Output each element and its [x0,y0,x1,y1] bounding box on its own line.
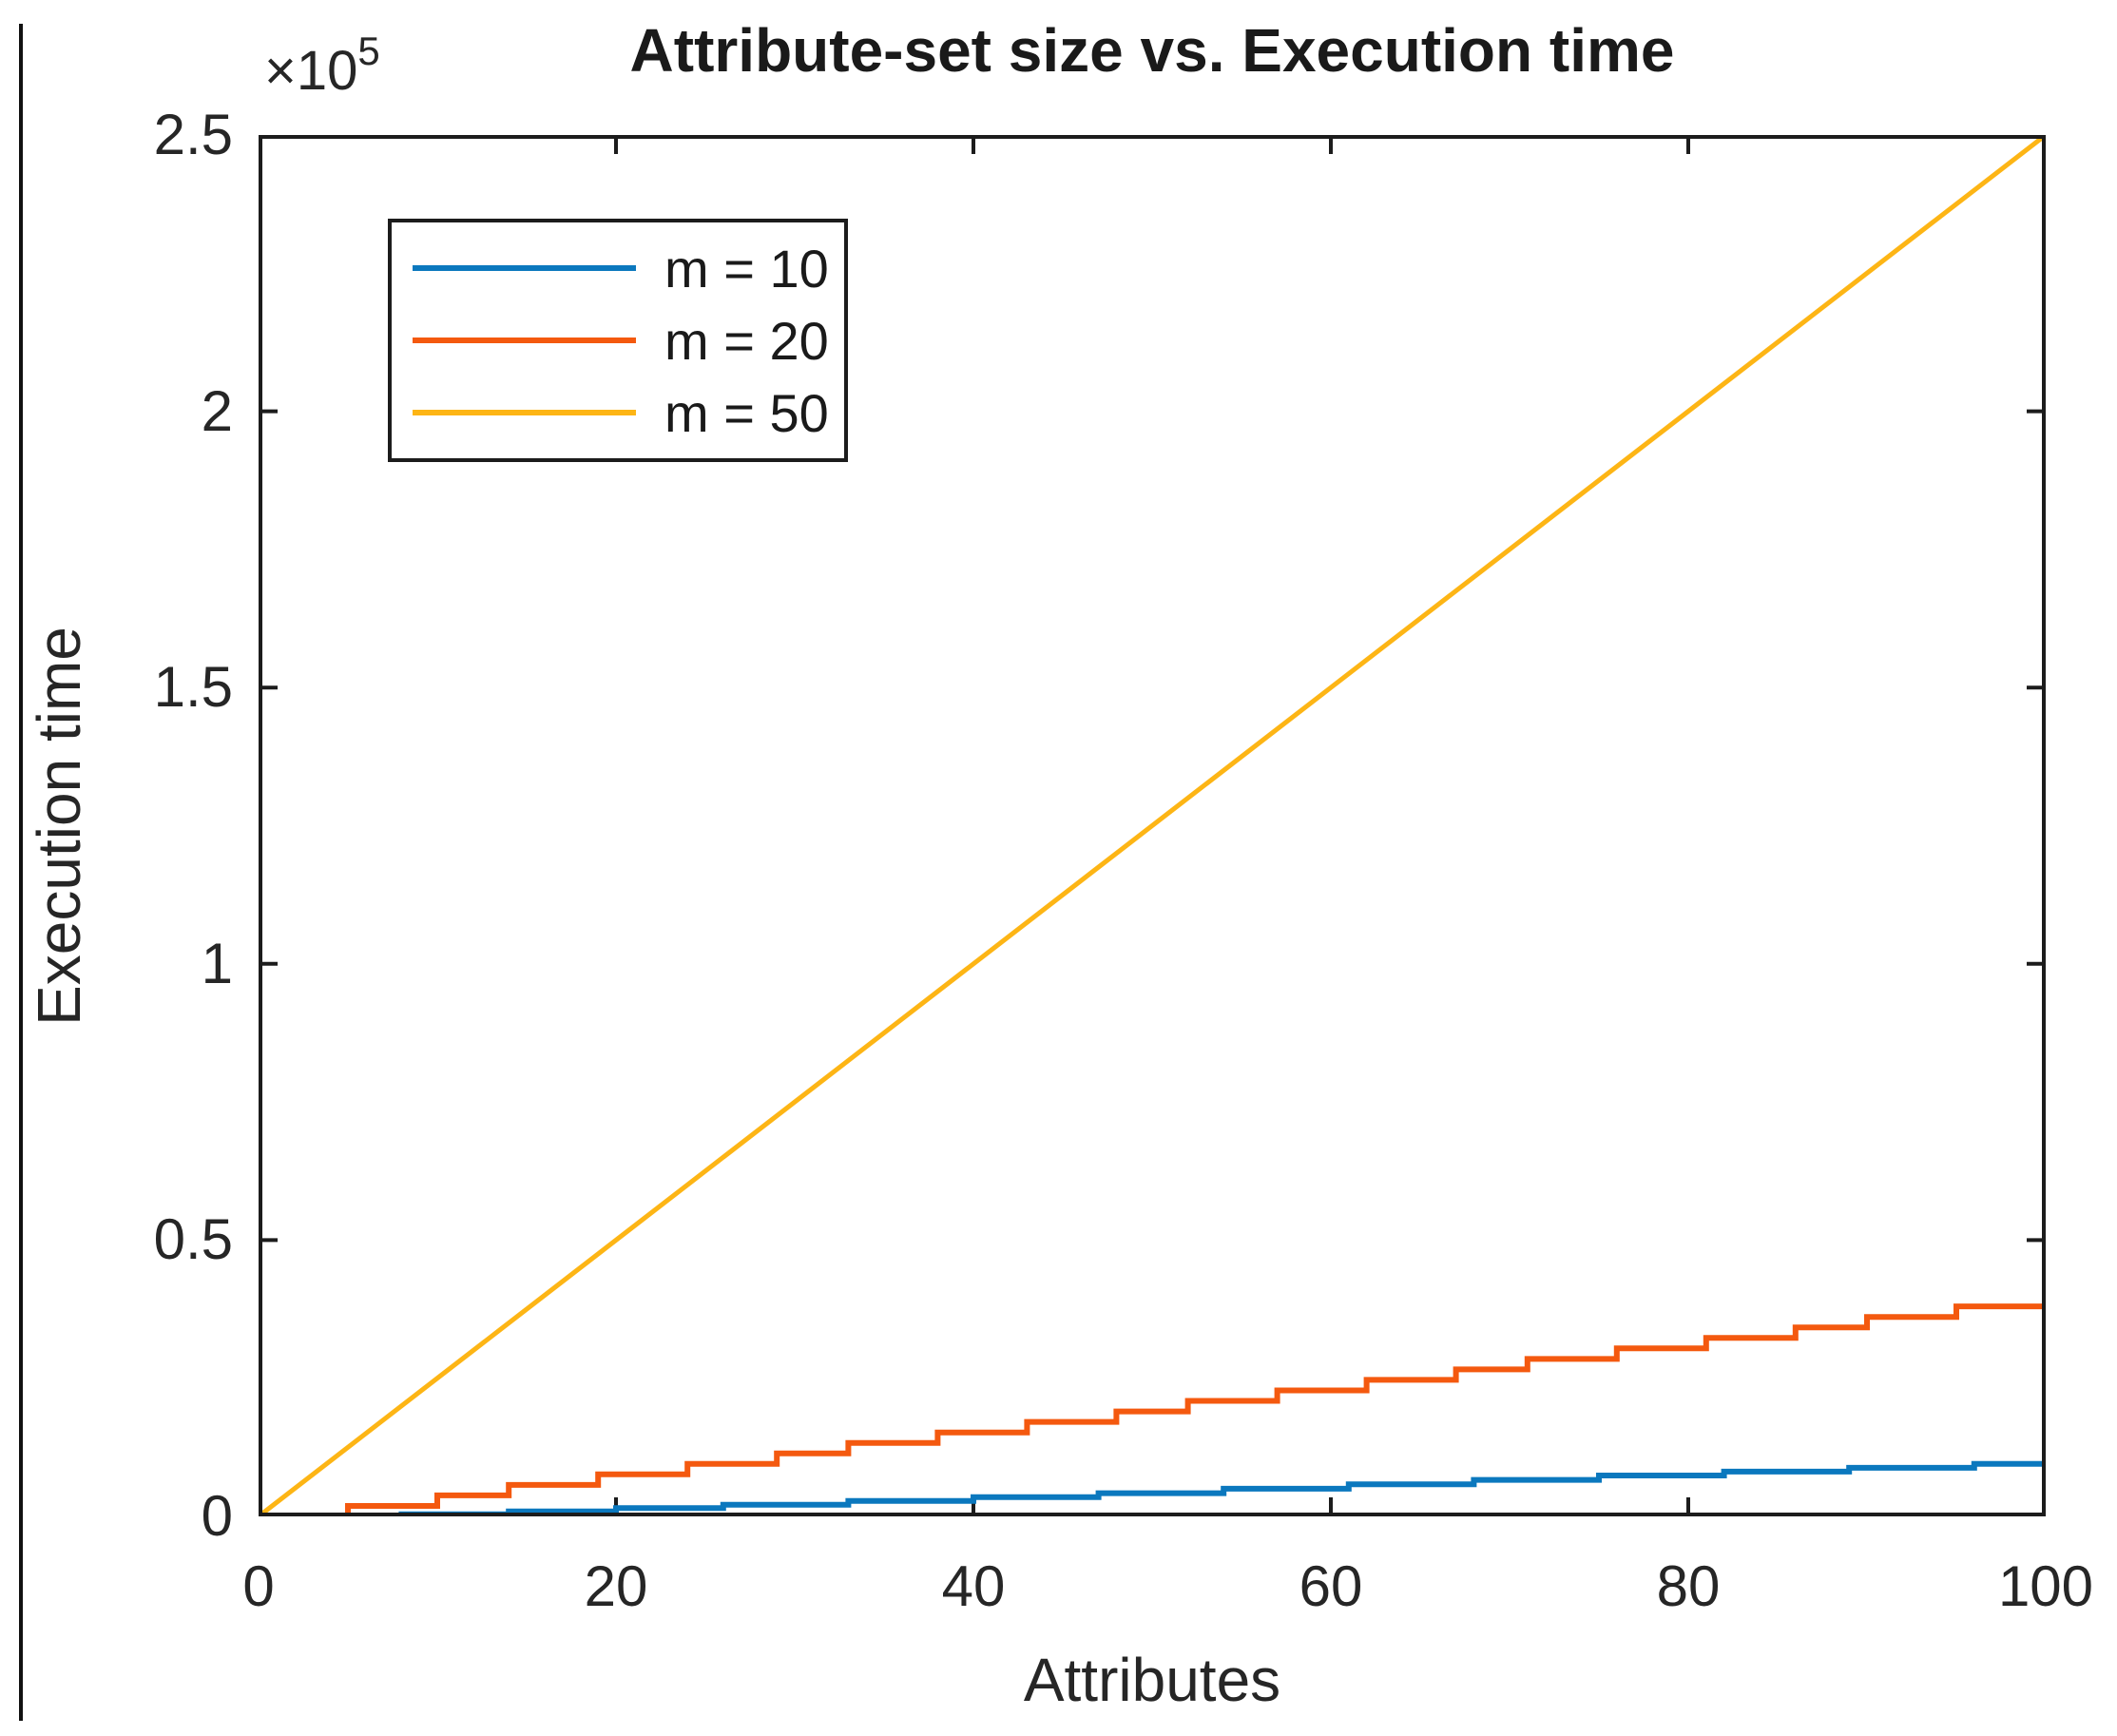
x-tick-label-40: 40 [941,1554,1006,1618]
y-tick-label-1: 1 [201,931,233,995]
y-axis-exponent-label: ×105 [264,29,380,103]
legend-label-m-50: m = 50 [664,382,829,443]
y-tick-label-0: 0 [201,1484,233,1548]
legend-line-swatch-m-20 [413,338,636,343]
y-tick-label-2.5: 2.5 [153,103,233,166]
series-line-m20 [259,1296,2046,1516]
legend-label-m-10: m = 10 [664,238,829,299]
y-tick-label-1.5: 1.5 [153,655,233,720]
legend-line-swatch-m-50 [413,410,636,415]
legend-item-m-50: m = 50 [392,379,844,446]
crop-border-line [19,24,23,1721]
plot-area [259,135,2046,1516]
exponent-base: ×10 [264,40,358,102]
legend-line-swatch-m-10 [413,265,636,271]
legend-item-m-20: m = 20 [392,307,844,374]
series-line-m50 [259,135,2046,1516]
axes-box [259,135,2046,1516]
y-tick-label-0.5: 0.5 [153,1207,233,1272]
chart-title: Attribute-set size vs. Execution time [629,16,1675,85]
x-tick-label-100: 100 [1997,1554,2094,1618]
exponent-value: 5 [357,29,380,73]
series-line-m10 [259,1460,2046,1516]
legend: m = 10 m = 20 m = 50 [388,219,848,462]
legend-label-m-20: m = 20 [664,310,829,371]
legend-item-m-10: m = 10 [392,235,844,301]
x-tick-label-20: 20 [584,1554,648,1618]
y-tick-label-2: 2 [201,378,233,443]
x-tick-label-0: 0 [242,1554,275,1618]
x-tick-label-60: 60 [1299,1554,1363,1618]
x-tick-label-80: 80 [1656,1554,1721,1618]
x-axis-label: Attributes [1023,1646,1281,1714]
